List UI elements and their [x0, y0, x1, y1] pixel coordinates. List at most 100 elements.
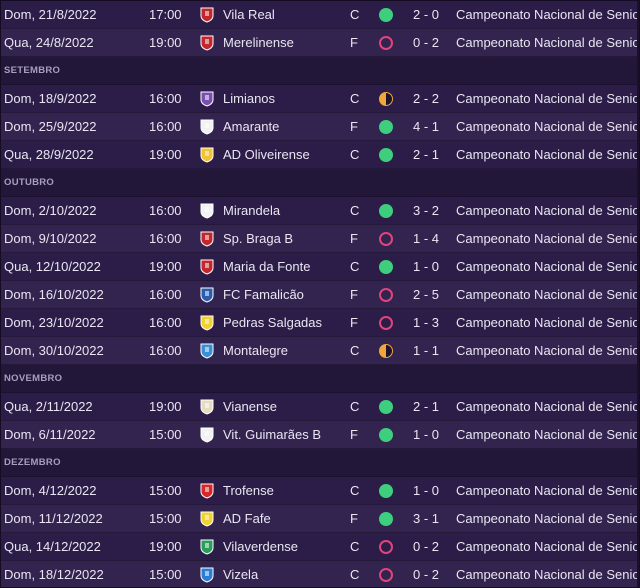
match-score[interactable]: 2 - 2	[413, 91, 440, 106]
match-time: 16:00	[149, 203, 182, 218]
competition-link[interactable]: Campeonato Nacional de Seniores	[456, 147, 640, 162]
match-date: Dom, 16/10/2022	[4, 287, 104, 302]
competition-link[interactable]: Campeonato Nacional de Seniores	[456, 315, 640, 330]
fixture-row[interactable]: Dom, 9/10/2022 16:00 Sp. Braga B F 1 - 4 Camp…	[1, 225, 639, 253]
opponent-link[interactable]: Merelinense	[223, 35, 294, 50]
opponent-link[interactable]: Maria da Fonte	[223, 259, 311, 274]
match-score[interactable]: 1 - 4	[413, 231, 440, 246]
competition-link[interactable]: Campeonato Nacional de Seniores	[456, 399, 640, 414]
venue: F	[350, 287, 358, 302]
fixture-row[interactable]: Dom, 23/10/2022 16:00 Pedras Salgadas F 1 - …	[1, 309, 639, 337]
opponent-link[interactable]: Pedras Salgadas	[223, 315, 323, 330]
match-date: Qua, 24/8/2022	[4, 35, 94, 50]
competition-link[interactable]: Campeonato Nacional de Seniores	[456, 343, 640, 358]
vila-real-crest-icon	[199, 7, 215, 23]
opponent-link[interactable]: Mirandela	[223, 203, 281, 218]
opponent-link[interactable]: Trofense	[223, 483, 274, 498]
fixture-row[interactable]: Dom, 11/12/2022 15:00 AD Fafe F 3 - 1 Campeon…	[1, 505, 639, 533]
venue: C	[350, 539, 360, 554]
competition-link[interactable]: Campeonato Nacional de Seniores	[456, 567, 640, 582]
fixture-row[interactable]: Dom, 2/10/2022 16:00 Mirandela C 3 - 2 Campeo…	[1, 197, 639, 225]
fixture-row[interactable]: Dom, 6/11/2022 15:00 Vit. Guimarães B F 1 - …	[1, 421, 639, 449]
maria-da-fonte-crest-icon	[199, 259, 215, 275]
competition-link[interactable]: Campeonato Nacional de Seniores	[456, 427, 640, 442]
venue: C	[350, 567, 360, 582]
competition-link[interactable]: Campeonato Nacional de Seniores	[456, 203, 640, 218]
venue: F	[350, 231, 358, 246]
venue: C	[350, 259, 360, 274]
fixture-row[interactable]: Dom, 18/9/2022 16:00 Limianos C 2 - 2 Campeon…	[1, 85, 639, 113]
opponent-link[interactable]: Vila Real	[223, 7, 275, 22]
fixture-row[interactable]: Qua, 12/10/2022 19:00 Maria da Fonte C 1 - 0…	[1, 253, 639, 281]
opponent-link[interactable]: Vit. Guimarães B	[223, 427, 322, 442]
fixture-row[interactable]: Qua, 28/9/2022 19:00 AD Oliveirense C 2 - 1 C…	[1, 141, 639, 169]
vizela-crest-icon	[199, 567, 215, 583]
opponent-link[interactable]: Limianos	[223, 91, 276, 106]
competition-link[interactable]: Campeonato Nacional de Seniores	[456, 91, 640, 106]
competition-link[interactable]: Campeonato Nacional de Seniores	[456, 483, 640, 498]
match-score[interactable]: 0 - 2	[413, 35, 440, 50]
match-date: Qua, 14/12/2022	[4, 539, 101, 554]
competition-link[interactable]: Campeonato Nacional de Seniores	[456, 35, 640, 50]
result-loss-icon	[379, 316, 393, 330]
scrollbar[interactable]	[637, 1, 639, 587]
fixture-row[interactable]: Dom, 16/10/2022 16:00 FC Famalicão F 2 - 5 Ca…	[1, 281, 639, 309]
vianense-crest-icon	[199, 399, 215, 415]
match-score[interactable]: 3 - 1	[413, 511, 440, 526]
competition-link[interactable]: Campeonato Nacional de Seniores	[456, 287, 640, 302]
opponent-link[interactable]: FC Famalicão	[223, 287, 304, 302]
fixture-row[interactable]: Qua, 14/12/2022 19:00 Vilaverdense C 0 - 2 Ca…	[1, 533, 639, 561]
competition-link[interactable]: Campeonato Nacional de Seniores	[456, 539, 640, 554]
match-score[interactable]: 1 - 0	[413, 427, 440, 442]
opponent-link[interactable]: Amarante	[223, 119, 280, 134]
competition-link[interactable]: Campeonato Nacional de Seniores	[456, 259, 640, 274]
opponent-link[interactable]: Sp. Braga B	[223, 231, 294, 246]
opponent-link[interactable]: AD Fafe	[223, 511, 271, 526]
match-score[interactable]: 1 - 0	[413, 259, 440, 274]
match-score[interactable]: 0 - 2	[413, 539, 440, 554]
match-score[interactable]: 2 - 5	[413, 287, 440, 302]
competition-link[interactable]: Campeonato Nacional de Seniores	[456, 511, 640, 526]
month-header: OUTUBRO	[1, 169, 639, 197]
opponent-link[interactable]: Vilaverdense	[223, 539, 298, 554]
match-score[interactable]: 1 - 3	[413, 315, 440, 330]
venue: C	[350, 203, 360, 218]
result-win-icon	[379, 428, 393, 442]
opponent-link[interactable]: Montalegre	[223, 343, 289, 358]
fixture-row[interactable]: Qua, 24/8/2022 19:00 Merelinense F 0 - 2 Camp…	[1, 29, 639, 57]
competition-link[interactable]: Campeonato Nacional de Seniores	[456, 231, 640, 246]
vilaverdense-crest-icon	[199, 539, 215, 555]
result-win-icon	[379, 8, 393, 22]
match-score[interactable]: 2 - 1	[413, 147, 440, 162]
match-date: Dom, 30/10/2022	[4, 343, 104, 358]
fixture-row[interactable]: Dom, 30/10/2022 16:00 Montalegre C 1 - 1 Camp…	[1, 337, 639, 365]
fixture-row[interactable]: Dom, 18/12/2022 15:00 Vizela C 0 - 2 Campeona…	[1, 561, 640, 587]
competition-link[interactable]: Campeonato Nacional de Seniores	[456, 119, 640, 134]
match-score[interactable]: 2 - 1	[413, 399, 440, 414]
opponent-link[interactable]: Vizela	[223, 567, 259, 582]
match-score[interactable]: 1 - 0	[413, 483, 440, 498]
fixture-row[interactable]: Qua, 2/11/2022 19:00 Vianense C 2 - 1 Campeon…	[1, 393, 639, 421]
fixture-row[interactable]: Dom, 4/12/2022 15:00 Trofense C 1 - 0 Campeon…	[1, 477, 639, 505]
match-score[interactable]: 1 - 1	[413, 343, 440, 358]
match-score[interactable]: 3 - 2	[413, 203, 440, 218]
opponent-link[interactable]: AD Oliveirense	[223, 147, 310, 162]
fixture-row[interactable]: Dom, 25/9/2022 16:00 Amarante F 4 - 1 Campeon…	[1, 113, 639, 141]
result-win-icon	[379, 400, 393, 414]
match-time: 16:00	[149, 343, 182, 358]
competition-link[interactable]: Campeonato Nacional de Seniores	[456, 7, 640, 22]
match-score[interactable]: 2 - 0	[413, 7, 440, 22]
match-time: 15:00	[149, 483, 182, 498]
match-date: Dom, 21/8/2022	[4, 7, 97, 22]
match-score[interactable]: 4 - 1	[413, 119, 440, 134]
match-time: 19:00	[149, 259, 182, 274]
opponent-link[interactable]: Vianense	[223, 399, 277, 414]
match-score[interactable]: 0 - 2	[413, 567, 440, 582]
result-win-icon	[379, 204, 393, 218]
amarante-crest-icon	[199, 119, 215, 135]
month-header: SETEMBRO	[1, 57, 639, 85]
match-date: Dom, 11/12/2022	[4, 511, 103, 526]
venue: C	[350, 343, 360, 358]
fixture-row[interactable]: Dom, 21/8/2022 17:00 Vila Real C 2 - 0 Campeo…	[1, 1, 639, 29]
